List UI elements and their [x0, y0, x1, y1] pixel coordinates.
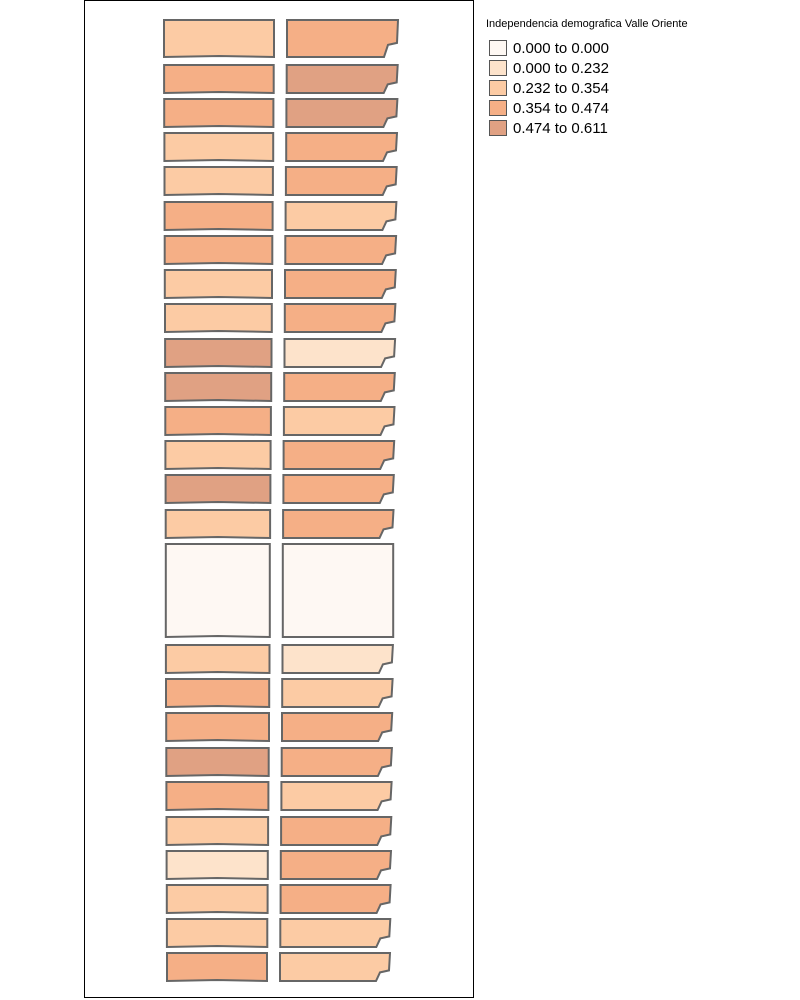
map-block-left-18	[165, 678, 271, 709]
map-block-left-3	[163, 98, 275, 129]
map-block-right-16	[281, 543, 395, 638]
map-block-right-20	[280, 747, 393, 777]
map-block-left-23	[165, 850, 269, 881]
legend-item-4: 0.354 to 0.474	[486, 98, 786, 118]
map-block-right-8	[284, 269, 397, 299]
map-block-left-9	[164, 303, 273, 334]
legend-item-2: 0.000 to 0.232	[486, 58, 786, 78]
map-block-right-18	[281, 678, 394, 708]
legend-swatch-3	[489, 80, 507, 96]
map-frame	[84, 0, 474, 998]
map-block-right-14	[282, 474, 395, 504]
map-block-right-10	[283, 338, 397, 368]
legend-label-5: 0.474 to 0.611	[513, 119, 608, 137]
map-block-left-5	[163, 166, 274, 197]
map-block-right-25	[279, 918, 392, 948]
map-block-left-2	[163, 64, 275, 95]
map-block-left-21	[165, 781, 270, 812]
legend-title: Independencia demografica Valle Oriente	[486, 18, 688, 30]
choropleth-map	[163, 19, 400, 983]
map-block-left-12	[164, 406, 272, 437]
map-block-left-15	[164, 509, 272, 540]
map-block-left-20	[165, 747, 270, 778]
map-block-right-24	[279, 884, 392, 914]
map-block-left-8	[163, 269, 273, 300]
legend-swatch-2	[489, 60, 507, 76]
map-block-left-24	[165, 884, 269, 915]
map-block-right-19	[281, 712, 394, 742]
legend-item-1: 0.000 to 0.000	[486, 38, 786, 58]
legend-swatch-1	[489, 40, 507, 56]
map-block-right-9	[283, 303, 397, 333]
map-block-right-21	[280, 781, 393, 811]
map-block-right-15	[282, 509, 395, 539]
legend-label-4: 0.354 to 0.474	[513, 99, 609, 117]
map-block-right-7	[284, 235, 398, 265]
map-block-right-22	[280, 816, 393, 846]
map-block-left-11	[164, 372, 273, 403]
map-block-left-22	[165, 816, 270, 847]
legend: Independencia demografica Valle Oriente …	[486, 18, 786, 138]
map-block-right-1	[286, 19, 400, 58]
map-block-left-1	[163, 19, 275, 59]
legend-item-5: 0.474 to 0.611	[486, 118, 786, 138]
map-block-right-2	[285, 64, 399, 94]
map-block-left-16	[164, 543, 271, 639]
map-block-left-4	[163, 132, 275, 163]
legend-label-1: 0.000 to 0.000	[513, 39, 609, 57]
map-block-right-4	[285, 132, 399, 162]
map-block-left-26	[166, 952, 268, 983]
map-block-left-19	[165, 712, 270, 743]
map-block-left-7	[163, 235, 274, 266]
map-block-left-6	[163, 201, 274, 232]
map-block-left-10	[164, 338, 273, 369]
legend-item-3: 0.232 to 0.354	[486, 78, 786, 98]
map-block-right-6	[284, 201, 398, 231]
map-block-left-17	[164, 644, 271, 675]
map-block-right-26	[279, 952, 392, 982]
legend-swatch-5	[489, 120, 507, 136]
map-block-left-14	[164, 474, 272, 505]
map-block-left-13	[164, 440, 272, 471]
legend-swatch-4	[489, 100, 507, 116]
map-block-right-5	[284, 166, 398, 196]
map-block-right-23	[279, 850, 393, 880]
map-block-right-13	[282, 440, 396, 470]
map-block-right-3	[285, 98, 399, 128]
map-block-right-12	[282, 406, 396, 436]
legend-label-2: 0.000 to 0.232	[513, 59, 609, 77]
map-block-left-25	[165, 918, 269, 949]
legend-label-3: 0.232 to 0.354	[513, 79, 609, 97]
map-block-right-17	[281, 644, 394, 674]
map-block-right-11	[283, 372, 396, 402]
